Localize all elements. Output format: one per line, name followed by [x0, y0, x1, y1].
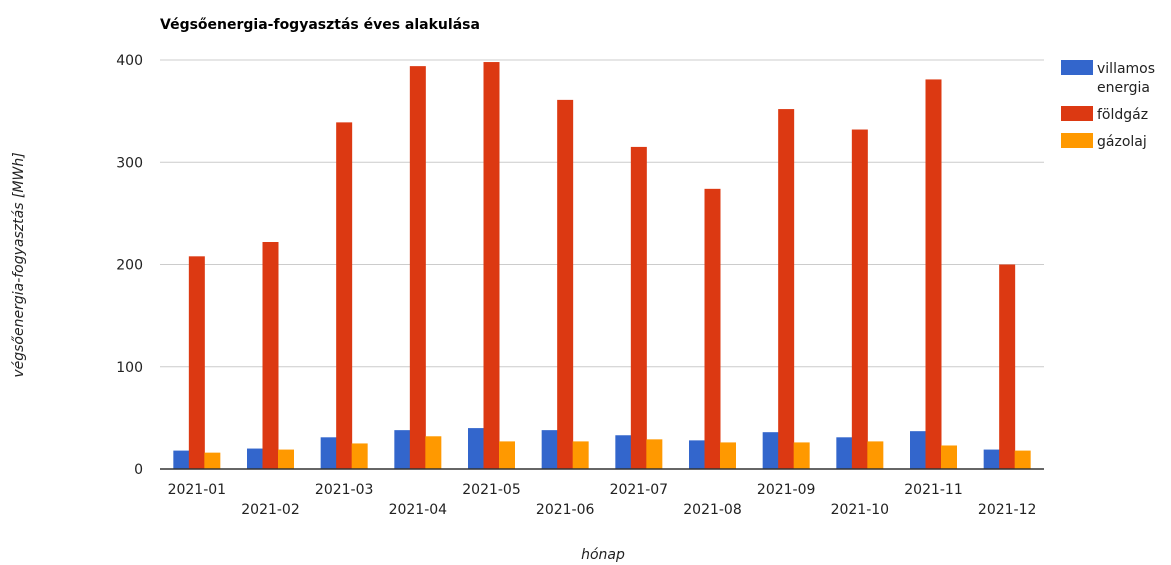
- bar-foldgaz: [409, 66, 426, 469]
- bar-foldgaz: [188, 256, 205, 469]
- x-tick-label: 2021-08: [683, 502, 742, 518]
- bar-villamos-energia: [910, 431, 926, 469]
- bar-villamos-energia: [541, 430, 558, 469]
- bars: [173, 62, 1031, 470]
- x-tick-label: 2021-09: [757, 482, 816, 498]
- bar-gazolaj: [572, 441, 589, 469]
- x-tick-label: 2021-11: [904, 482, 963, 498]
- bar-villamos-energia: [394, 430, 411, 469]
- y-tick-label: 300: [116, 155, 143, 171]
- y-tick-label: 0: [134, 462, 143, 478]
- x-tick-label: 2021-12: [978, 502, 1037, 518]
- y-tick-label: 100: [116, 360, 143, 376]
- bar-foldgaz: [925, 79, 942, 470]
- x-axis-ticks: 2021-01 2021-02 2021-03 2021-04 2021-05 2021-…: [168, 482, 1037, 518]
- bar-villamos-energia: [173, 450, 190, 469]
- legend-swatch: [1061, 106, 1093, 121]
- chart-title: Végsőenergia-fogyasztás éves alakulása: [160, 17, 480, 33]
- bar-villamos-energia: [983, 449, 1000, 469]
- legend-label: villamos energia: [1097, 61, 1155, 96]
- bar-gazolaj: [278, 449, 294, 469]
- bar-villamos-energia: [689, 440, 705, 469]
- y-axis-label: végsőenergia-fogyasztás [MWh]: [11, 152, 27, 377]
- bar-foldgaz: [851, 129, 868, 469]
- legend-label: földgáz: [1097, 107, 1148, 123]
- bar-villamos-energia: [836, 437, 853, 469]
- x-tick-label: 2021-07: [610, 482, 669, 498]
- bar-gazolaj: [1014, 450, 1031, 469]
- x-tick-label: 2021-04: [389, 502, 448, 518]
- bar-gazolaj: [499, 441, 515, 469]
- legend-item: földgáz: [1061, 106, 1148, 123]
- bar-villamos-energia: [762, 432, 779, 469]
- bar-foldgaz: [336, 122, 353, 469]
- bar-gazolaj: [720, 442, 736, 469]
- x-tick-label: 2021-01: [168, 482, 227, 498]
- bar-foldgaz: [557, 99, 574, 469]
- bar-gazolaj: [793, 442, 810, 469]
- x-axis-label: hónap: [581, 547, 625, 563]
- legend-label: gázolaj: [1097, 134, 1147, 150]
- bar-foldgaz: [630, 146, 647, 469]
- x-tick-label: 2021-05: [462, 482, 521, 498]
- bar-foldgaz: [704, 188, 721, 469]
- legend-label-line: energia: [1097, 80, 1150, 96]
- grid-lines: [160, 59, 1044, 368]
- y-axis-ticks: 0 100 200 300 400: [116, 53, 143, 478]
- bar-gazolaj: [941, 445, 957, 469]
- legend-label-line: villamos: [1097, 61, 1155, 77]
- bar-gazolaj: [204, 452, 221, 469]
- bar-gazolaj: [867, 441, 884, 469]
- y-tick-label: 200: [116, 258, 143, 274]
- y-tick-label: 400: [116, 53, 143, 69]
- bar-villamos-energia: [247, 448, 263, 469]
- legend-label-line: földgáz: [1097, 107, 1148, 123]
- bar-foldgaz: [778, 109, 795, 469]
- legend-item: gázolaj: [1061, 133, 1147, 150]
- legend-item: villamos energia: [1061, 60, 1155, 96]
- bar-villamos-energia: [468, 428, 484, 469]
- x-tick-label: 2021-03: [315, 482, 374, 498]
- bar-gazolaj: [425, 436, 442, 469]
- bar-foldgaz: [262, 242, 279, 469]
- x-tick-label: 2021-06: [536, 502, 595, 518]
- legend: villamos energia földgáz gázolaj: [1061, 60, 1155, 150]
- legend-swatch: [1061, 133, 1093, 148]
- legend-label-line: gázolaj: [1097, 134, 1147, 150]
- bar-foldgaz: [999, 264, 1016, 469]
- x-tick-label: 2021-02: [241, 502, 300, 518]
- bar-gazolaj: [646, 439, 663, 469]
- x-tick-label: 2021-10: [831, 502, 890, 518]
- bar-villamos-energia: [320, 437, 337, 469]
- bar-foldgaz: [483, 62, 500, 470]
- bar-gazolaj: [351, 443, 368, 469]
- bar-villamos-energia: [615, 435, 632, 469]
- legend-swatch: [1061, 60, 1093, 75]
